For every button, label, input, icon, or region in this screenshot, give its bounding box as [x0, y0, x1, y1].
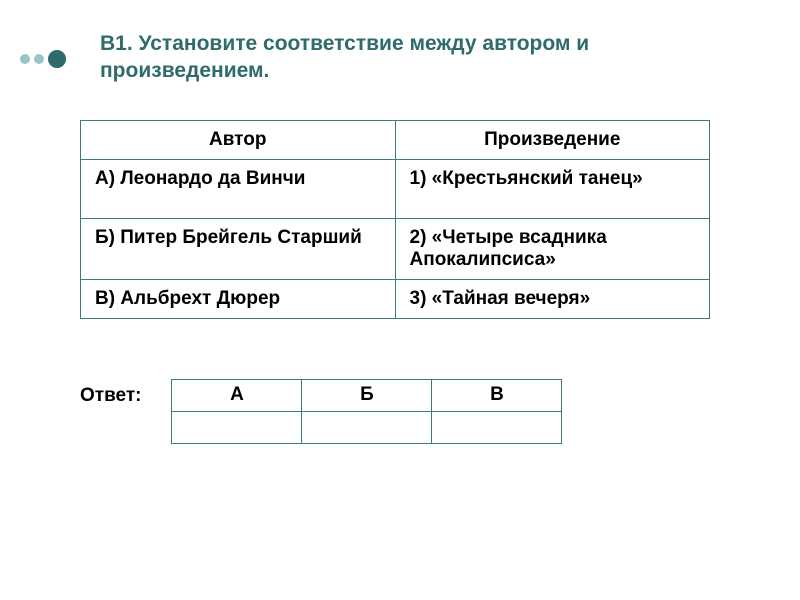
answer-cell-c[interactable]	[432, 411, 562, 443]
title-line-2: произведением.	[100, 57, 770, 84]
answer-col-c: В	[432, 379, 562, 411]
answer-table: А Б В	[171, 379, 562, 444]
cell-author: А) Леонардо да Винчи	[81, 159, 396, 218]
answer-section: Ответ: А Б В	[80, 379, 770, 444]
cell-work: 2) «Четыре всадника Апокалипсиса»	[395, 218, 710, 279]
answer-header-row: А Б В	[172, 379, 562, 411]
cell-work: 1) «Крестьянский танец»	[395, 159, 710, 218]
table-row: В) Альбрехт Дюрер 3) «Тайная вечеря»	[81, 279, 710, 318]
answer-cell-a[interactable]	[172, 411, 302, 443]
table-header-row: Автор Произведение	[81, 120, 710, 159]
table-row: А) Леонардо да Винчи 1) «Крестьянский та…	[81, 159, 710, 218]
header-work: Произведение	[395, 120, 710, 159]
answer-label: Ответ:	[80, 379, 141, 407]
cell-author: Б) Питер Брейгель Старший	[81, 218, 396, 279]
answer-col-a: А	[172, 379, 302, 411]
answer-input-row	[172, 411, 562, 443]
bullet-decor-big	[48, 50, 66, 68]
table-row: Б) Питер Брейгель Старший 2) «Четыре вса…	[81, 218, 710, 279]
header-author: Автор	[81, 120, 396, 159]
bullet-decor-small-1	[20, 54, 30, 64]
bullet-decor-small-2	[34, 54, 44, 64]
matching-table: Автор Произведение А) Леонардо да Винчи …	[80, 120, 710, 319]
title-bullets	[20, 50, 66, 68]
slide: В1. Установите соответствие между авторо…	[0, 0, 800, 600]
cell-work: 3) «Тайная вечеря»	[395, 279, 710, 318]
answer-col-b: Б	[302, 379, 432, 411]
question-title: В1. Установите соответствие между авторо…	[100, 30, 770, 85]
cell-author: В) Альбрехт Дюрер	[81, 279, 396, 318]
answer-cell-b[interactable]	[302, 411, 432, 443]
title-line-1: В1. Установите соответствие между авторо…	[100, 30, 770, 57]
